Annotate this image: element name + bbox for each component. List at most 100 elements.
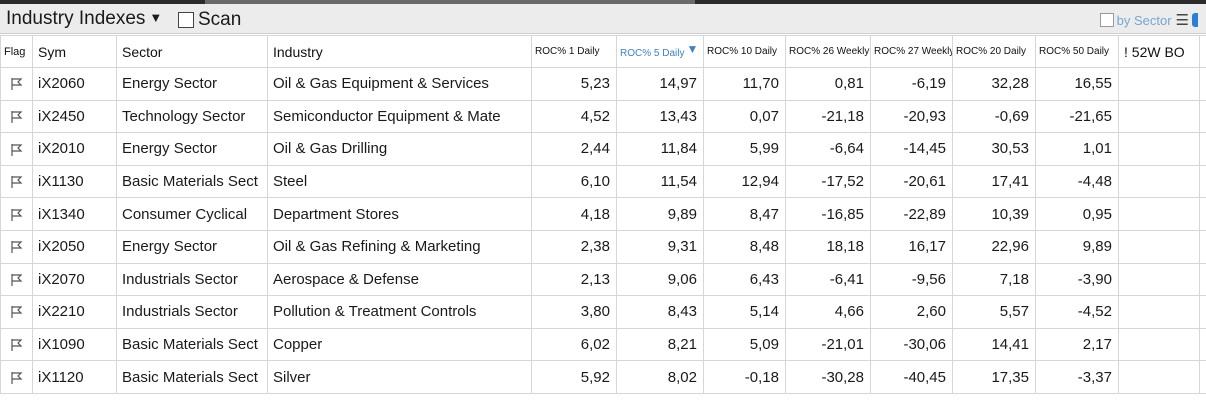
column-header-overflow bbox=[1199, 35, 1206, 68]
sort-descending-icon: ▼ bbox=[686, 41, 699, 56]
cell-roc10d: 0,07 bbox=[703, 99, 786, 134]
cell-roc20d: 32,28 bbox=[952, 67, 1036, 101]
table-row[interactable]: iX1090 Basic Materials Sect Copper 6,02 8,21… bbox=[0, 327, 1206, 362]
flag-icon[interactable] bbox=[10, 110, 24, 124]
flag-cell[interactable] bbox=[0, 262, 33, 297]
by-sector-checkbox[interactable] bbox=[1099, 13, 1114, 27]
flag-icon[interactable] bbox=[10, 208, 24, 222]
cell-roc5d: 8,43 bbox=[616, 295, 704, 329]
cell-roc27w: -20,93 bbox=[870, 99, 953, 134]
cell-overflow bbox=[1199, 327, 1206, 362]
column-header-flag[interactable]: Flag bbox=[0, 35, 33, 68]
flag-cell[interactable] bbox=[0, 327, 33, 362]
flag-icon[interactable] bbox=[10, 175, 24, 189]
cell-sym: iX2060 bbox=[32, 67, 117, 101]
table-row[interactable]: iX2050 Energy Sector Oil & Gas Refining & … bbox=[0, 229, 1206, 264]
table-row[interactable]: iX2060 Energy Sector Oil & Gas Equipment &… bbox=[0, 67, 1206, 101]
cell-roc1d: 4,52 bbox=[531, 99, 617, 134]
flag-cell[interactable] bbox=[0, 99, 33, 134]
flag-cell[interactable] bbox=[0, 360, 33, 394]
cell-industry: Aerospace & Defense bbox=[267, 262, 532, 297]
column-header-sector[interactable]: Sector bbox=[116, 35, 268, 68]
cell-roc50d: 0,95 bbox=[1035, 197, 1119, 231]
cell-roc27w: -40,45 bbox=[870, 360, 953, 394]
cell-52w-bo bbox=[1118, 262, 1200, 297]
cell-roc26w: 0,81 bbox=[785, 67, 871, 101]
cell-overflow bbox=[1199, 197, 1206, 231]
column-header-roc1-daily[interactable]: ROC% 1 Daily bbox=[531, 35, 617, 68]
cell-sym: iX2450 bbox=[32, 99, 117, 134]
flag-icon[interactable] bbox=[10, 338, 24, 352]
cell-sym: iX2070 bbox=[32, 262, 117, 297]
column-header-roc50-daily[interactable]: ROC% 50 Daily bbox=[1035, 35, 1119, 68]
cell-roc50d: -4,52 bbox=[1035, 295, 1119, 329]
column-header-roc20-daily[interactable]: ROC% 20 Daily bbox=[952, 35, 1036, 68]
cell-overflow bbox=[1199, 262, 1206, 297]
cell-roc26w: -16,85 bbox=[785, 197, 871, 231]
cell-roc50d: 2,17 bbox=[1035, 327, 1119, 362]
cell-roc5d: 8,02 bbox=[616, 360, 704, 394]
column-header-industry[interactable]: Industry bbox=[267, 35, 532, 68]
industry-indexes-dropdown[interactable]: Industry Indexes ▼ bbox=[6, 7, 162, 31]
table-row[interactable]: iX1120 Basic Materials Sect Silver 5,92 8,02… bbox=[0, 360, 1206, 394]
flag-cell[interactable] bbox=[0, 132, 33, 166]
column-header-sym[interactable]: Sym bbox=[32, 35, 117, 68]
cell-roc20d: 30,53 bbox=[952, 132, 1036, 166]
cell-52w-bo bbox=[1118, 295, 1200, 329]
column-header-roc26-weekly[interactable]: ROC% 26 Weekly bbox=[785, 35, 871, 68]
caret-down-icon: ▼ bbox=[149, 10, 163, 25]
column-header-52w-bo[interactable]: ! 52W BO bbox=[1118, 35, 1200, 68]
flag-cell[interactable] bbox=[0, 197, 33, 231]
flag-icon[interactable] bbox=[10, 371, 24, 385]
table-row[interactable]: iX2070 Industrials Sector Aerospace & Defe… bbox=[0, 262, 1206, 297]
cell-industry: Oil & Gas Refining & Marketing bbox=[267, 229, 532, 264]
flag-icon[interactable] bbox=[10, 273, 24, 287]
cell-roc20d: 10,39 bbox=[952, 197, 1036, 231]
cell-roc50d: 1,01 bbox=[1035, 132, 1119, 166]
panel-title: Industry Indexes bbox=[6, 8, 146, 29]
flag-icon[interactable] bbox=[10, 77, 24, 91]
flag-cell[interactable] bbox=[0, 67, 33, 101]
column-header-roc5-daily[interactable]: ROC% 5 Daily ▼ bbox=[616, 35, 704, 68]
column-header-roc27-weekly[interactable]: ROC% 27 Weekly bbox=[870, 35, 953, 68]
table-row[interactable]: iX2010 Energy Sector Oil & Gas Drilling 2,4… bbox=[0, 132, 1206, 166]
scan-checkbox[interactable] bbox=[178, 12, 194, 28]
cell-overflow bbox=[1199, 229, 1206, 264]
cell-roc20d: 17,41 bbox=[952, 164, 1036, 199]
cell-roc5d: 8,21 bbox=[616, 327, 704, 362]
cell-industry: Oil & Gas Drilling bbox=[267, 132, 532, 166]
cell-roc20d: 22,96 bbox=[952, 229, 1036, 264]
flag-icon[interactable] bbox=[10, 305, 24, 319]
cell-sector: Basic Materials Sect bbox=[116, 164, 268, 199]
cell-52w-bo bbox=[1118, 164, 1200, 199]
column-header-roc10-daily[interactable]: ROC% 10 Daily bbox=[703, 35, 786, 68]
cell-industry: Semiconductor Equipment & Mate bbox=[267, 99, 532, 134]
cell-sym: iX1090 bbox=[32, 327, 117, 362]
cell-industry: Pollution & Treatment Controls bbox=[267, 295, 532, 329]
cell-overflow bbox=[1199, 99, 1206, 134]
cell-roc26w: -6,41 bbox=[785, 262, 871, 297]
table-row[interactable]: iX1130 Basic Materials Sect Steel 6,10 11,54… bbox=[0, 164, 1206, 199]
table-row[interactable]: iX2210 Industrials Sector Pollution & Trea… bbox=[0, 295, 1206, 329]
scan-toggle[interactable]: Scan bbox=[178, 9, 241, 31]
panel-edge-badge-icon[interactable] bbox=[1192, 13, 1198, 27]
flag-icon[interactable] bbox=[10, 240, 24, 254]
cell-roc10d: 6,43 bbox=[703, 262, 786, 297]
hamburger-menu-icon[interactable]: ☰ bbox=[1175, 12, 1189, 29]
flag-cell[interactable] bbox=[0, 229, 33, 264]
cell-sector: Energy Sector bbox=[116, 229, 268, 264]
cell-roc20d: 5,57 bbox=[952, 295, 1036, 329]
cell-roc10d: 12,94 bbox=[703, 164, 786, 199]
cell-roc20d: 17,35 bbox=[952, 360, 1036, 394]
cell-roc27w: 2,60 bbox=[870, 295, 953, 329]
cell-52w-bo bbox=[1118, 99, 1200, 134]
flag-cell[interactable] bbox=[0, 164, 33, 199]
cell-roc27w: -9,56 bbox=[870, 262, 953, 297]
flag-cell[interactable] bbox=[0, 295, 33, 329]
cell-roc10d: 5,99 bbox=[703, 132, 786, 166]
cell-sector: Industrials Sector bbox=[116, 295, 268, 329]
table-row[interactable]: iX1340 Consumer Cyclical Department Stores… bbox=[0, 197, 1206, 231]
table-row[interactable]: iX2450 Technology Sector Semiconductor Equ… bbox=[0, 99, 1206, 134]
cell-roc1d: 2,13 bbox=[531, 262, 617, 297]
flag-icon[interactable] bbox=[10, 143, 24, 157]
